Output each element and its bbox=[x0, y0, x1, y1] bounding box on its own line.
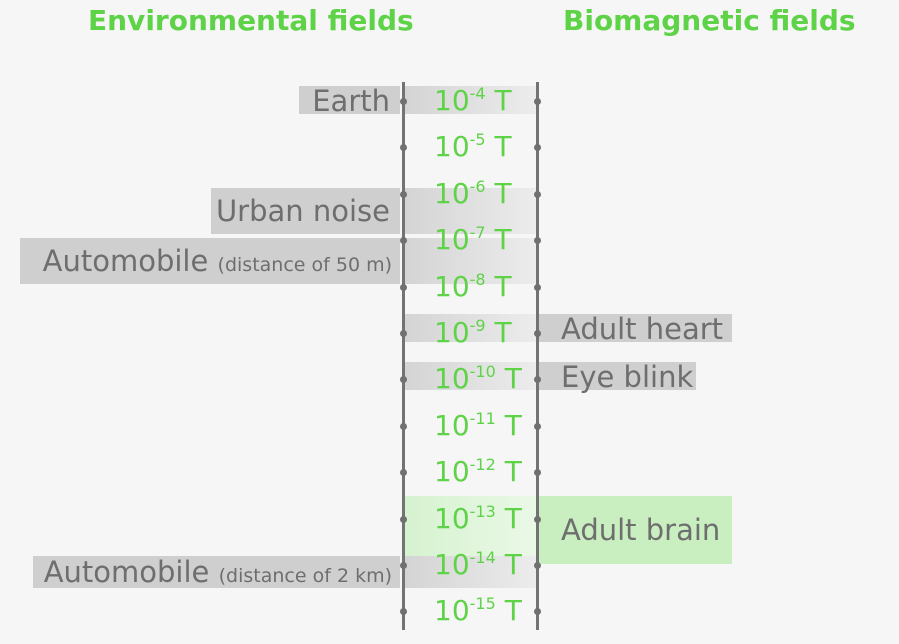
adult-brain-label: Adult brain bbox=[539, 496, 732, 564]
right-axis-tick bbox=[534, 422, 541, 430]
scale-value: 10-12 T bbox=[434, 455, 522, 489]
scale-value: 10-15 T bbox=[434, 594, 522, 628]
scale-value: 10-13 T bbox=[434, 501, 522, 535]
adult-brain-band bbox=[405, 496, 536, 564]
right-axis-tick bbox=[534, 283, 541, 291]
adult-heart-label: Adult heart bbox=[539, 314, 732, 344]
urban-noise-label: Urban noise bbox=[211, 188, 400, 234]
right-axis-tick bbox=[534, 190, 541, 198]
scale-value: 10-9 T bbox=[434, 316, 512, 349]
right-axis-tick bbox=[534, 237, 541, 245]
biomagnetic-axis bbox=[536, 82, 539, 630]
right-axis-tick bbox=[534, 376, 541, 384]
environmental-fields-heading: Environmental fields bbox=[88, 4, 414, 37]
left-axis-tick bbox=[400, 469, 407, 477]
automobile-2km-label: Automobile (distance of 2 km) bbox=[33, 556, 400, 588]
right-axis-tick bbox=[534, 330, 541, 337]
eye-blink-band bbox=[405, 362, 536, 390]
right-axis-tick bbox=[534, 608, 541, 616]
left-axis-tick bbox=[400, 562, 407, 569]
left-axis-tick bbox=[400, 190, 407, 198]
automobile-50m-label: Automobile (distance of 50 m) bbox=[20, 238, 400, 284]
scale-value: 10-10 T bbox=[434, 362, 522, 396]
automobile-2km-band bbox=[405, 556, 536, 588]
earth-label: Earth bbox=[299, 86, 400, 116]
left-axis-tick bbox=[400, 98, 407, 105]
left-axis-tick bbox=[400, 283, 407, 291]
scale-value: 10-11 T bbox=[434, 408, 522, 442]
scale-value: 10-8 T bbox=[434, 269, 512, 303]
scale-value: 10-6 T bbox=[434, 176, 512, 210]
right-axis-tick bbox=[534, 98, 541, 105]
eye-blink-label: Eye blink bbox=[539, 362, 696, 392]
scale-value: 10-14 T bbox=[434, 548, 522, 581]
left-axis-tick bbox=[400, 608, 407, 616]
left-axis-tick bbox=[400, 144, 407, 152]
left-axis-tick bbox=[400, 376, 407, 384]
right-axis-tick bbox=[534, 515, 541, 523]
biomagnetic-fields-heading: Biomagnetic fields bbox=[563, 4, 856, 37]
right-axis-tick bbox=[534, 144, 541, 152]
scale-value: 10-5 T bbox=[434, 130, 512, 164]
right-axis-tick bbox=[534, 469, 541, 477]
earth-band bbox=[405, 86, 536, 114]
environmental-axis bbox=[402, 82, 405, 630]
left-axis-tick bbox=[400, 330, 407, 337]
left-axis-tick bbox=[400, 422, 407, 430]
scale-value: 10-7 T bbox=[434, 223, 512, 257]
adult-heart-band bbox=[405, 314, 536, 342]
urban-noise-band bbox=[405, 188, 536, 234]
scale-value: 10-4 T bbox=[434, 84, 512, 117]
automobile-50m-band bbox=[405, 238, 536, 284]
left-axis-tick bbox=[400, 515, 407, 523]
left-axis-tick bbox=[400, 237, 407, 245]
right-axis-tick bbox=[534, 562, 541, 569]
